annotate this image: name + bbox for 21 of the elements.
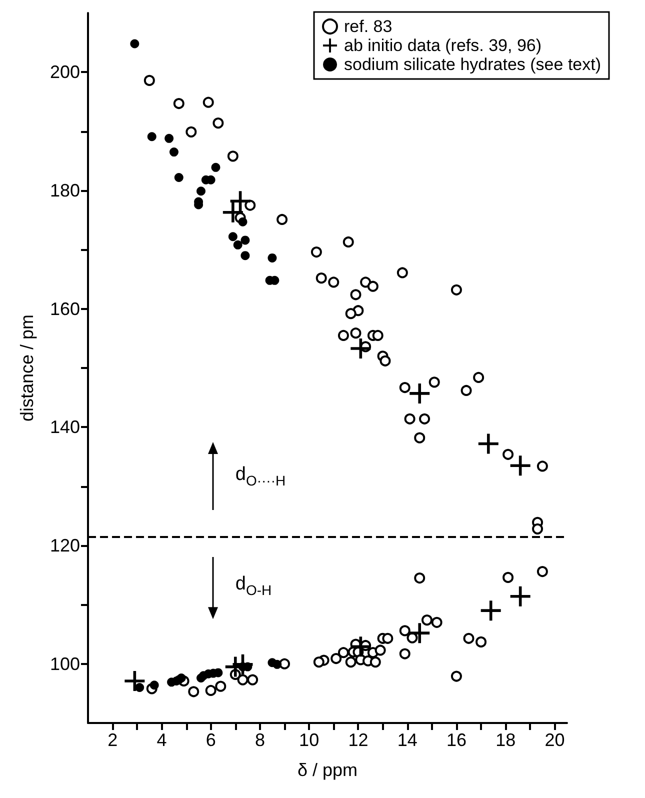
- legend-label: ref. 83: [344, 17, 392, 36]
- y-tick-label: 100: [50, 654, 80, 674]
- x-tick-label: 8: [254, 730, 265, 750]
- x-tick-label: 6: [206, 730, 216, 750]
- x-tick-label: 10: [299, 730, 320, 750]
- legend-label: ab initio data (refs. 39, 96): [344, 36, 542, 55]
- x-tick-label: 18: [496, 730, 516, 750]
- x-tick-label: 4: [156, 730, 167, 750]
- x-axis-title: δ / ppm: [297, 760, 358, 780]
- x-tick-label: 2: [108, 730, 118, 750]
- x-tick-label: 16: [446, 730, 466, 750]
- y-tick-label: 140: [50, 417, 80, 438]
- y-tick-label: 160: [50, 298, 80, 319]
- x-tick-label: 14: [397, 730, 418, 750]
- x-tick-label: 20: [544, 730, 565, 750]
- y-axis-title: distance / pm: [17, 314, 37, 422]
- y-tick-label: 120: [50, 536, 80, 556]
- x-tick-label: 12: [348, 730, 368, 750]
- y-tick-label: 200: [50, 62, 80, 82]
- y-tick-label: 180: [50, 180, 80, 200]
- legend-label: sodium silicate hydrates (see text): [344, 55, 602, 74]
